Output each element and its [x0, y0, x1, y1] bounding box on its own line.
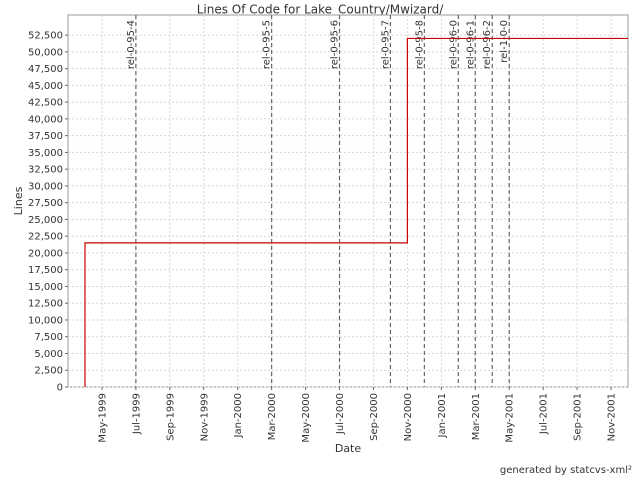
y-tick-label: 12,500	[28, 299, 63, 310]
tag-label: rel-0-95-4	[126, 20, 137, 69]
x-tick-label: Nov-1999	[199, 393, 210, 441]
y-tick-label: 47,500	[28, 64, 63, 75]
x-tick-label: Sep-2000	[369, 393, 380, 441]
data-line	[84, 37, 628, 387]
x-tick-label: Jan-2000	[233, 393, 244, 438]
y-tick-label: 35,000	[28, 148, 63, 159]
y-tick-label: 37,500	[28, 131, 63, 142]
x-tick-label: Mar-2001	[471, 393, 482, 440]
y-tick-label: 52,500	[28, 31, 63, 42]
y-tick-label: 2,500	[34, 366, 63, 377]
y-tick-label: 32,500	[28, 165, 63, 176]
tag-label: rel-0-95-6	[330, 20, 341, 69]
y-tick-label: 0	[57, 383, 63, 394]
x-tick-label: Sep-2001	[573, 393, 584, 441]
chart-title: Lines Of Code for Lake_Country/Mwizard/	[197, 3, 445, 17]
y-tick-label: 42,500	[28, 98, 63, 109]
tag-label: rel-0-96-0	[448, 20, 459, 69]
x-tick-label: Sep-1999	[165, 393, 176, 441]
y-tick-label: 22,500	[28, 232, 63, 243]
plot-area	[67, 14, 629, 388]
y-tick-label: 30,000	[28, 181, 63, 192]
tag-label: rel-0-95-8	[414, 20, 425, 69]
tag-label: rel-1-0-0	[499, 20, 510, 63]
y-tick-label: 27,500	[28, 198, 63, 209]
x-tick-label: May-2000	[301, 393, 312, 443]
y-tick-label: 5,000	[34, 349, 63, 360]
y-tick-label: 15,000	[28, 282, 63, 293]
tag-label: rel-0-95-5	[262, 20, 273, 69]
x-tick-label: Jul-2001	[539, 393, 550, 435]
y-tick-label: 40,000	[28, 114, 63, 125]
x-axis-label: Date	[335, 442, 362, 455]
x-tick-label: May-1999	[97, 393, 108, 443]
y-tick-label: 45,000	[28, 81, 63, 92]
y-axis-label: Lines	[12, 186, 25, 215]
y-tick-label: 50,000	[28, 47, 63, 58]
x-tick-label: Jan-2001	[437, 393, 448, 438]
x-tick-label: Mar-2000	[267, 393, 278, 440]
y-tick-label: 10,000	[28, 315, 63, 326]
y-tick-label: 17,500	[28, 265, 63, 276]
x-tick-label: Jul-1999	[131, 393, 142, 435]
y-tick-label: 25,000	[28, 215, 63, 226]
x-tick-label: Nov-2000	[403, 393, 414, 441]
x-tick-label: Jul-2000	[335, 393, 346, 435]
y-tick-label: 7,500	[34, 332, 63, 343]
tag-label: rel-0-96-1	[465, 20, 476, 69]
tag-label: rel-0-95-7	[380, 20, 391, 69]
x-tick-label: May-2001	[505, 393, 516, 443]
footer: generated by statcvs-xml²	[500, 465, 632, 476]
y-tick-label: 20,000	[28, 248, 63, 259]
tag-label: rel-0-96-2	[482, 20, 493, 69]
x-tick-label: Nov-2001	[607, 393, 618, 441]
